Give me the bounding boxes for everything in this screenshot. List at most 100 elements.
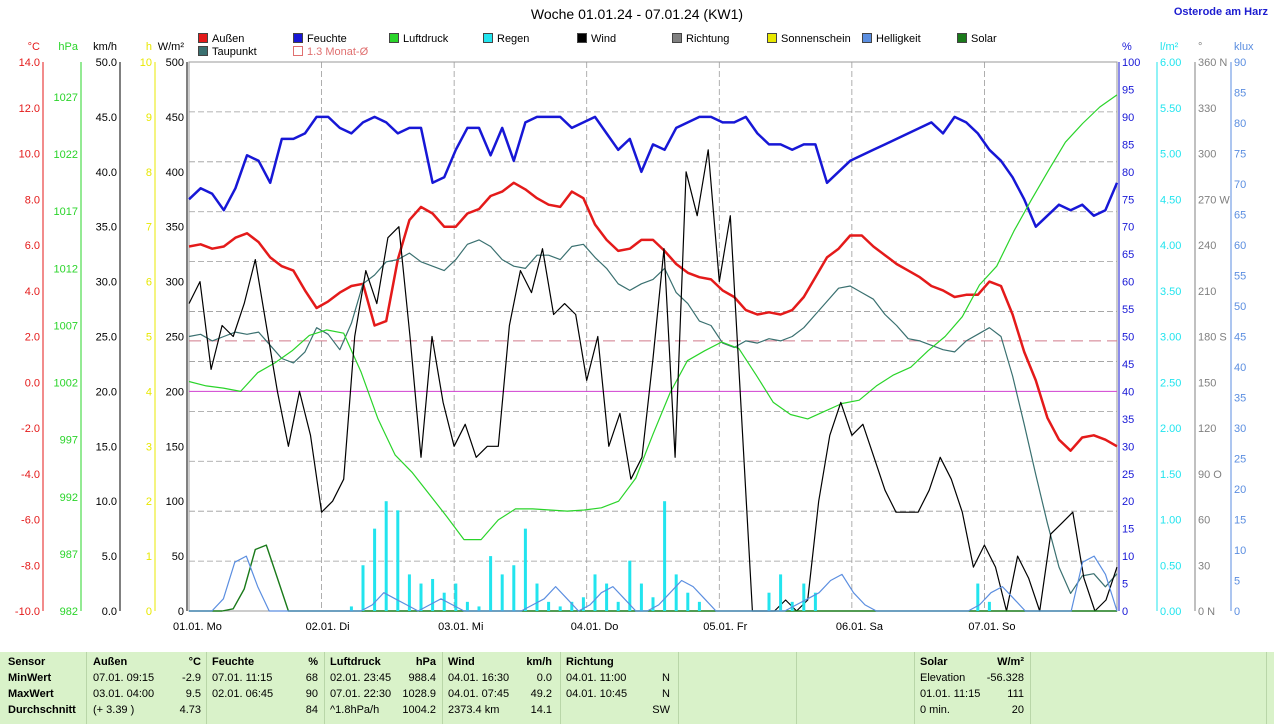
stat-divider bbox=[796, 652, 797, 724]
stat-luftdruck-min: 988.4 bbox=[408, 672, 436, 684]
legend-swatch bbox=[293, 46, 303, 56]
legend-item-richtung[interactable]: Richtung bbox=[672, 33, 729, 45]
right-axis-tick-label: 30 bbox=[1122, 441, 1134, 453]
stat-wind-distance: 2373.4 km bbox=[448, 704, 500, 716]
right-axis-tick-label: 65 bbox=[1122, 249, 1134, 261]
right-axis-tick-label: 40 bbox=[1122, 386, 1134, 398]
x-tick-label: 02.01. Di bbox=[306, 621, 350, 633]
right-axis-tick-label: 80 bbox=[1234, 118, 1246, 130]
right-axis-tick-label: 95 bbox=[1122, 84, 1134, 96]
right-axis-tick-label: 3.50 bbox=[1160, 286, 1181, 298]
stat-feuchte-max-time: 02.01. 06:45 bbox=[212, 688, 274, 700]
left-axis-tick-label: 987 bbox=[60, 549, 78, 561]
rain-bar bbox=[697, 601, 701, 611]
legend-item-helligkeit[interactable]: Helligkeit bbox=[862, 33, 921, 45]
legend-item-solar[interactable]: Solar bbox=[957, 33, 997, 45]
rain-bar bbox=[431, 578, 435, 611]
right-axis-tick-label: 120 bbox=[1198, 423, 1216, 435]
stat-solar-avg: 20 bbox=[1011, 704, 1024, 716]
stat-unit-wind: km/h bbox=[526, 656, 552, 668]
rain-bar bbox=[523, 528, 527, 611]
right-axis-unit: ° bbox=[1198, 41, 1202, 53]
x-tick-label: 05.01. Fr bbox=[703, 621, 747, 633]
left-axis-tick-label: 0 bbox=[146, 606, 152, 618]
right-axis-tick-label: 70 bbox=[1234, 179, 1246, 191]
left-axis-tick-label: 2.0 bbox=[25, 332, 40, 344]
legend-item-wind[interactable]: Wind bbox=[577, 33, 616, 45]
rain-bar bbox=[813, 592, 817, 611]
rain-bar bbox=[616, 601, 620, 611]
weather-chart: 01.01. Mo 02.01. Di 03.01. Mi 04.01. Do 05.0… bbox=[15, 41, 1254, 633]
left-axis-tick-label: 8.0 bbox=[25, 194, 40, 206]
left-axis-tick-label: 5 bbox=[146, 332, 152, 344]
stat-block-wind: Wind km/h 04.01. 16:30 0.0 04.01. 07:45 49.… bbox=[448, 656, 552, 720]
legend-item-feuchte[interactable]: Feuchte bbox=[293, 33, 347, 45]
location-label[interactable]: Osterode am Harz bbox=[1173, 6, 1268, 18]
right-axis-tick-label: 25 bbox=[1122, 469, 1134, 481]
left-axis-tick-label: 150 bbox=[166, 441, 184, 453]
right-axis-tick-label: 360 N bbox=[1198, 57, 1227, 69]
right-axis-tick-label: 90 bbox=[1234, 57, 1246, 69]
legend-item-avg[interactable]: 1.3 Monat-Ø bbox=[293, 46, 368, 58]
legend-item-sonnenschein[interactable]: Sonnenschein bbox=[767, 33, 851, 45]
legend-swatch bbox=[198, 33, 208, 43]
stat-solar-elevation: -56.328 bbox=[986, 672, 1024, 684]
legend-label: Solar bbox=[971, 33, 997, 45]
right-axis-tick-label: 85 bbox=[1122, 139, 1134, 151]
right-axis-tick-label: 75 bbox=[1234, 149, 1246, 161]
rain-bar bbox=[384, 501, 388, 611]
left-axis-tick-label: 1017 bbox=[54, 206, 78, 218]
rain-bar bbox=[593, 574, 597, 611]
left-axis-tick-label: 4.0 bbox=[25, 286, 40, 298]
stat-aussen-max: 9.5 bbox=[185, 688, 201, 700]
left-axis-tick-label: 250 bbox=[166, 332, 184, 344]
legend-item-regen[interactable]: Regen bbox=[483, 33, 529, 45]
left-axis-tick-label: 997 bbox=[60, 435, 78, 447]
stat-header-wind: Wind bbox=[448, 656, 475, 668]
right-axis-unit: l/m² bbox=[1160, 41, 1179, 53]
rain-bar bbox=[512, 565, 516, 611]
right-axis-tick-label: 10 bbox=[1234, 545, 1246, 557]
rain-bar bbox=[465, 601, 469, 611]
x-tick-label: 07.01. So bbox=[968, 621, 1015, 633]
left-axis-tick-label: 0.0 bbox=[102, 606, 117, 618]
legend-swatch bbox=[672, 33, 682, 43]
stat-richtung-avg: SW bbox=[652, 704, 670, 716]
right-axis-tick-label: 10 bbox=[1122, 551, 1134, 563]
rain-bar bbox=[500, 574, 504, 611]
stat-luftdruck-avg: 1004.2 bbox=[402, 704, 436, 716]
stat-feuchte-min-time: 07.01. 11:15 bbox=[212, 672, 273, 684]
legend-label: Regen bbox=[497, 33, 530, 45]
stat-richtung-min: N bbox=[662, 672, 670, 684]
right-axis-tick-label: 4.50 bbox=[1160, 194, 1181, 206]
stat-unit-solar: W/m² bbox=[997, 656, 1024, 668]
legend-item-taupunkt[interactable]: Taupunkt bbox=[198, 46, 257, 58]
right-axis-tick-label: 75 bbox=[1122, 194, 1134, 206]
rain-bar bbox=[686, 592, 690, 611]
left-axis-tick-label: 30.0 bbox=[96, 277, 117, 289]
stat-luftdruck-max-time: 07.01. 22:30 bbox=[330, 688, 392, 700]
stat-unit-aussen: °C bbox=[188, 656, 201, 668]
right-axis-tick-label: 60 bbox=[1122, 277, 1134, 289]
rain-bar bbox=[628, 560, 632, 611]
series-line-taupunkt bbox=[188, 239, 1118, 595]
right-axis-tick-label: 80 bbox=[1122, 167, 1134, 179]
legend-label: Taupunkt bbox=[212, 46, 257, 58]
right-axis-tick-label: 30 bbox=[1234, 423, 1246, 435]
legend-item-aussen[interactable]: Außen bbox=[198, 33, 244, 45]
stat-unit-feuchte: % bbox=[308, 656, 318, 668]
right-axis-tick-label: 45 bbox=[1122, 359, 1134, 371]
stat-unit-luftdruck: hPa bbox=[415, 656, 436, 668]
right-axis-unit: % bbox=[1122, 41, 1132, 53]
stat-header-luftdruck: Luftdruck bbox=[330, 656, 381, 668]
legend-item-luftdruck[interactable]: Luftdruck bbox=[389, 33, 448, 45]
left-axis-tick-label: 10.0 bbox=[19, 149, 40, 161]
right-axis-tick-label: 20 bbox=[1122, 496, 1134, 508]
stat-richtung-max: N bbox=[662, 688, 670, 700]
stat-label-max: MaxWert bbox=[8, 688, 54, 700]
right-axis-tick-label: 25 bbox=[1234, 454, 1246, 466]
statistics-panel: Sensor MinWert MaxWert Durchschnitt Auße… bbox=[0, 652, 1274, 724]
stat-label-avg: Durchschnitt bbox=[8, 704, 76, 716]
right-axis-tick-label: 5.50 bbox=[1160, 103, 1181, 115]
stat-header-solar: Solar bbox=[920, 656, 948, 668]
